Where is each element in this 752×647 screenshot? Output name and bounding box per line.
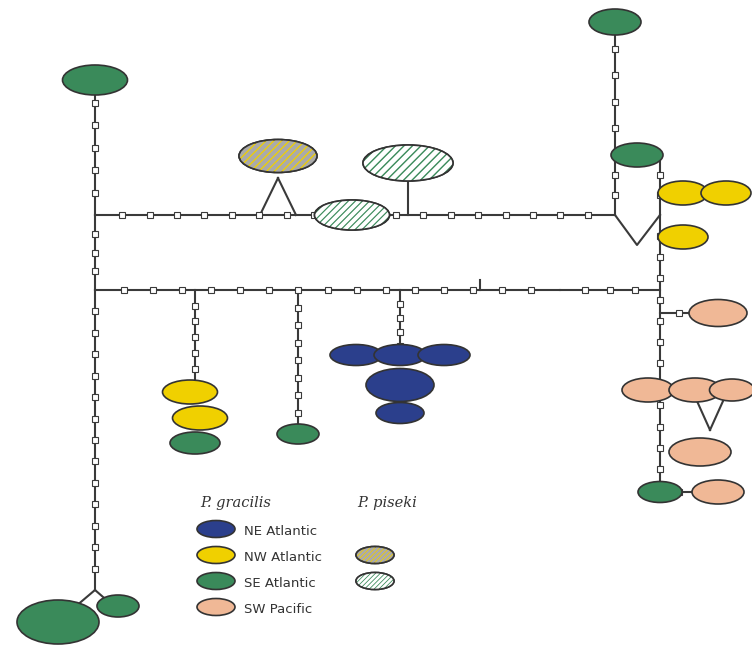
Text: P. piseki: P. piseki — [357, 496, 417, 510]
Ellipse shape — [366, 369, 434, 402]
Ellipse shape — [162, 380, 217, 404]
Text: NW Atlantic: NW Atlantic — [244, 551, 322, 564]
Ellipse shape — [363, 145, 453, 181]
Ellipse shape — [356, 573, 394, 589]
Ellipse shape — [314, 200, 390, 230]
Ellipse shape — [170, 432, 220, 454]
Ellipse shape — [62, 65, 128, 95]
Ellipse shape — [356, 547, 394, 564]
Ellipse shape — [356, 573, 394, 589]
Ellipse shape — [658, 225, 708, 249]
Ellipse shape — [374, 344, 426, 366]
Ellipse shape — [611, 143, 663, 167]
Text: SW Pacific: SW Pacific — [244, 603, 312, 616]
Ellipse shape — [356, 547, 394, 564]
Ellipse shape — [701, 181, 751, 205]
Ellipse shape — [669, 438, 731, 466]
Ellipse shape — [314, 200, 390, 230]
Ellipse shape — [17, 600, 99, 644]
Ellipse shape — [197, 573, 235, 589]
Ellipse shape — [418, 344, 470, 366]
Text: SE Atlantic: SE Atlantic — [244, 577, 316, 590]
Ellipse shape — [197, 598, 235, 615]
Ellipse shape — [689, 300, 747, 327]
Ellipse shape — [363, 145, 453, 181]
Ellipse shape — [197, 520, 235, 538]
Ellipse shape — [97, 595, 139, 617]
Ellipse shape — [197, 547, 235, 564]
Ellipse shape — [172, 406, 228, 430]
Ellipse shape — [638, 481, 682, 503]
Ellipse shape — [330, 344, 382, 366]
Ellipse shape — [239, 140, 317, 173]
Ellipse shape — [692, 480, 744, 504]
Text: P. gracilis: P. gracilis — [200, 496, 271, 510]
Ellipse shape — [589, 9, 641, 35]
Ellipse shape — [709, 379, 752, 401]
Text: NE Atlantic: NE Atlantic — [244, 525, 317, 538]
Ellipse shape — [277, 424, 319, 444]
Ellipse shape — [376, 402, 424, 424]
Ellipse shape — [669, 378, 721, 402]
Ellipse shape — [239, 140, 317, 173]
Ellipse shape — [622, 378, 674, 402]
Ellipse shape — [658, 181, 708, 205]
